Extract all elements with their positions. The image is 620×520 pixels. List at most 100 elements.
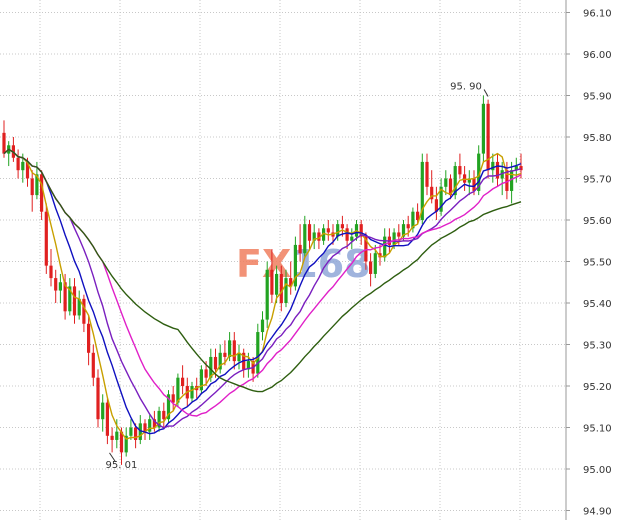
candle-body <box>279 273 283 303</box>
candle-body <box>162 410 166 420</box>
candle-body <box>96 377 100 420</box>
candle-body <box>289 278 293 287</box>
candle-body <box>481 103 485 154</box>
moving-average-line <box>3 148 522 429</box>
candle-body <box>204 369 208 378</box>
candle-body <box>411 211 415 229</box>
y-tick-label: 95.30 <box>583 341 612 352</box>
candle-body <box>110 435 114 440</box>
candle-body <box>397 232 401 237</box>
candle <box>44 203 48 274</box>
candle <box>420 153 424 225</box>
candle-body <box>514 166 518 171</box>
candle <box>72 278 77 324</box>
candle <box>199 365 203 395</box>
candle-body <box>430 186 434 200</box>
candle-body <box>58 282 62 291</box>
candle <box>77 290 81 320</box>
y-tick-label: 96.10 <box>583 9 612 20</box>
y-tick-label: 95.10 <box>583 424 612 435</box>
candle <box>312 224 316 250</box>
watermark-fx: FX <box>236 242 291 286</box>
candle-body <box>68 286 72 312</box>
candle-body <box>82 298 86 324</box>
candle-body <box>190 386 194 399</box>
candle-body <box>91 352 95 378</box>
candle <box>232 332 236 370</box>
candle <box>486 99 490 179</box>
candle-body <box>491 161 495 171</box>
candle-body <box>40 174 44 212</box>
candle <box>162 402 166 428</box>
candle <box>303 215 307 258</box>
candle <box>40 170 44 220</box>
candle <box>190 381 194 403</box>
candle <box>416 203 420 225</box>
candle-body <box>453 166 457 196</box>
candle-body <box>265 269 269 320</box>
candle <box>256 323 260 378</box>
candle <box>401 220 406 241</box>
candle <box>340 215 344 237</box>
candle <box>336 220 340 241</box>
candle <box>58 273 62 303</box>
y-tick-label: 95.60 <box>583 216 612 227</box>
candle <box>82 294 86 333</box>
candle-body <box>129 427 133 436</box>
candle <box>481 95 485 162</box>
candle-body <box>519 166 523 171</box>
moving-averages <box>3 148 522 440</box>
candle <box>157 406 161 432</box>
moving-average-line <box>3 148 522 393</box>
candle <box>270 249 274 303</box>
candle-body <box>246 361 250 370</box>
annotation-leader <box>483 89 489 97</box>
candle-body <box>350 236 354 241</box>
candle-body <box>293 244 297 287</box>
candle-body <box>340 224 344 229</box>
candle <box>138 415 142 445</box>
y-tick-label: 94.90 <box>583 507 612 518</box>
candle <box>500 161 504 196</box>
candle-body <box>171 394 175 403</box>
candle <box>124 427 128 457</box>
grid <box>0 0 566 520</box>
candle <box>275 265 279 303</box>
candle-body <box>458 166 462 175</box>
candle-body <box>486 103 490 171</box>
candle <box>519 153 523 179</box>
candle-body <box>303 224 307 254</box>
candle <box>307 220 312 250</box>
candle <box>289 261 293 295</box>
candle <box>350 228 354 250</box>
candle <box>115 419 119 449</box>
candle-body <box>420 161 424 220</box>
candle <box>242 348 246 378</box>
candle <box>345 224 349 250</box>
candle <box>54 269 58 303</box>
candle-body <box>373 253 377 274</box>
candle <box>143 419 147 440</box>
candle <box>237 344 241 370</box>
candle-body <box>35 174 39 196</box>
candle-body <box>472 178 476 191</box>
candle-body <box>326 228 330 233</box>
candle-body <box>260 319 265 333</box>
candle-body <box>383 236 387 258</box>
candle-body <box>223 352 227 357</box>
candle-body <box>359 224 363 237</box>
candle-body <box>228 340 232 357</box>
candle-body <box>2 132 6 154</box>
candle-body <box>213 356 218 370</box>
y-tick-label: 95.80 <box>583 133 612 144</box>
candle <box>2 120 6 158</box>
candle-body <box>181 377 185 386</box>
candle <box>171 386 175 411</box>
candle <box>63 273 67 320</box>
candle <box>378 244 382 266</box>
candle <box>265 261 269 328</box>
candle <box>16 149 20 179</box>
candle-body <box>124 435 128 453</box>
candle-body <box>115 431 119 440</box>
